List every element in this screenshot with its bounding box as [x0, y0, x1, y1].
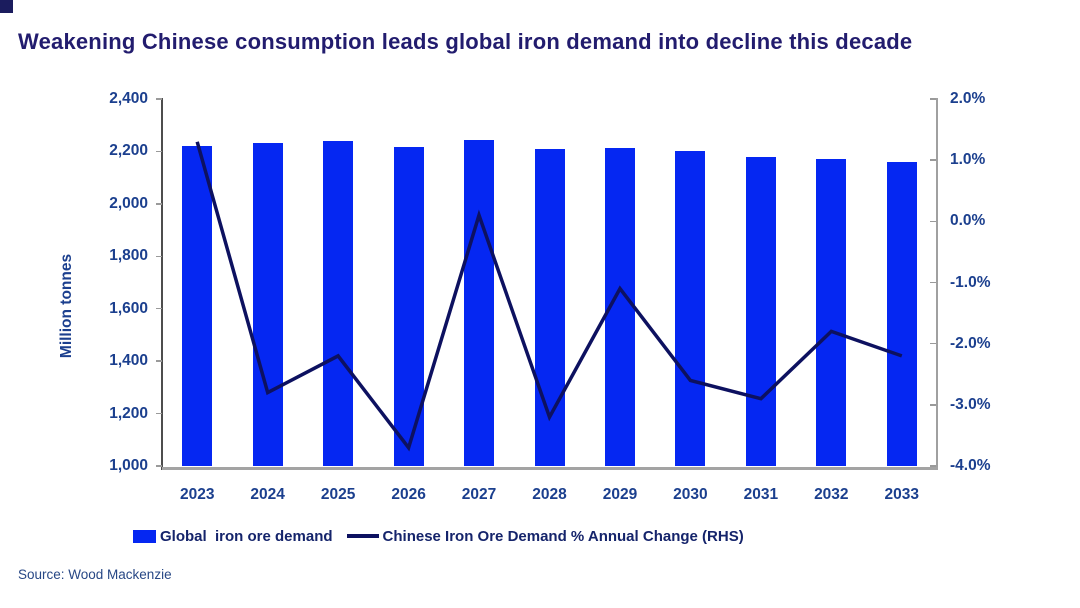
left-axis-tick-label: 2,000 [109, 194, 148, 212]
bar-series-swatch [133, 529, 156, 543]
right-axis-tick-label: 1.0% [950, 151, 986, 169]
right-axis-tick-mark [930, 404, 936, 406]
global-iron-ore-demand-bar [745, 156, 776, 466]
right-axis-tick-label: 0.0% [950, 212, 986, 230]
right-axis-line [936, 98, 938, 470]
legend-item-bars: Global iron ore demand [133, 528, 333, 545]
left-axis-tick-mark [156, 98, 162, 100]
right-axis-tick-label: 2.0% [950, 90, 986, 107]
global-iron-ore-demand-bar [886, 161, 917, 466]
x-axis-year-label: 2031 [743, 486, 779, 503]
left-axis-line [161, 98, 163, 470]
left-axis-tick-mark [156, 412, 162, 415]
right-axis-tick-mark [930, 159, 936, 161]
right-axis-tick-mark [930, 220, 936, 223]
left-axis-tick-label: 1,400 [109, 352, 148, 370]
x-axis-year-label: 2032 [814, 486, 849, 503]
right-axis-tick-mark [930, 465, 936, 467]
x-axis-year-label: 2028 [532, 486, 567, 503]
x-axis-year-label: 2023 [179, 486, 215, 503]
left-axis-tick-mark [156, 307, 162, 310]
left-axis-tick-label: 1,000 [109, 457, 148, 474]
chart-title: Weakening Chinese consumption leads glob… [18, 29, 913, 54]
left-axis-tick-label: 2,400 [109, 90, 148, 107]
x-axis-year-label: 2026 [391, 486, 426, 503]
global-iron-ore-demand-bar [816, 159, 847, 466]
global-iron-ore-demand-bar [182, 145, 213, 466]
x-axis-baseline [162, 467, 938, 470]
left-axis-tick-label: 1,200 [109, 404, 148, 422]
x-axis-year-label: 2024 [250, 486, 285, 503]
global-iron-ore-demand-bar [675, 150, 706, 466]
global-iron-ore-demand-bar [252, 143, 283, 466]
x-axis-year-label: 2029 [602, 486, 638, 503]
right-axis-tick-mark [930, 281, 936, 284]
right-axis-tick-label: -3.0% [950, 395, 991, 413]
corner-accent-square [0, 0, 13, 13]
line-series-label: Chinese Iron Ore Demand % Annual Change … [382, 527, 744, 545]
right-axis-tick-label: -1.0% [950, 273, 991, 291]
x-axis-year-label: 2033 [884, 486, 919, 503]
source-note: Source: Wood Mackenzie [18, 567, 172, 582]
left-axis-tick-mark [156, 150, 162, 153]
x-axis-year-label: 2027 [461, 486, 497, 503]
left-axis-tick-mark [156, 465, 162, 467]
x-axis-year-label: 2025 [320, 486, 356, 503]
left-axis-tick-label: 1,800 [109, 247, 148, 265]
right-axis-tick-label: -4.0% [950, 457, 991, 474]
left-axis-tick-mark [156, 255, 162, 258]
x-axis-year-label: 2030 [673, 486, 708, 503]
line-series-path [195, 141, 903, 452]
legend-item-line: Chinese Iron Ore Demand % Annual Change … [346, 527, 744, 545]
global-iron-ore-demand-bar [323, 140, 354, 466]
left-axis-tick-mark [156, 203, 162, 205]
chart-legend: Global iron ore demand Chinese Iron Ore … [133, 526, 744, 546]
left-axis-tick-mark [156, 360, 162, 362]
chinese-demand-change-line [195, 141, 903, 452]
right-axis-tick-mark [930, 98, 936, 100]
right-axis-tick-label: -2.0% [950, 334, 991, 352]
global-iron-ore-demand-bar [464, 140, 495, 466]
line-series-swatch [346, 534, 379, 538]
bar-series-label: Global iron ore demand [160, 527, 333, 545]
left-axis-tick-label: 2,200 [109, 142, 148, 160]
left-axis-tick-label: 1,600 [109, 299, 148, 317]
right-axis-tick-mark [930, 342, 936, 345]
